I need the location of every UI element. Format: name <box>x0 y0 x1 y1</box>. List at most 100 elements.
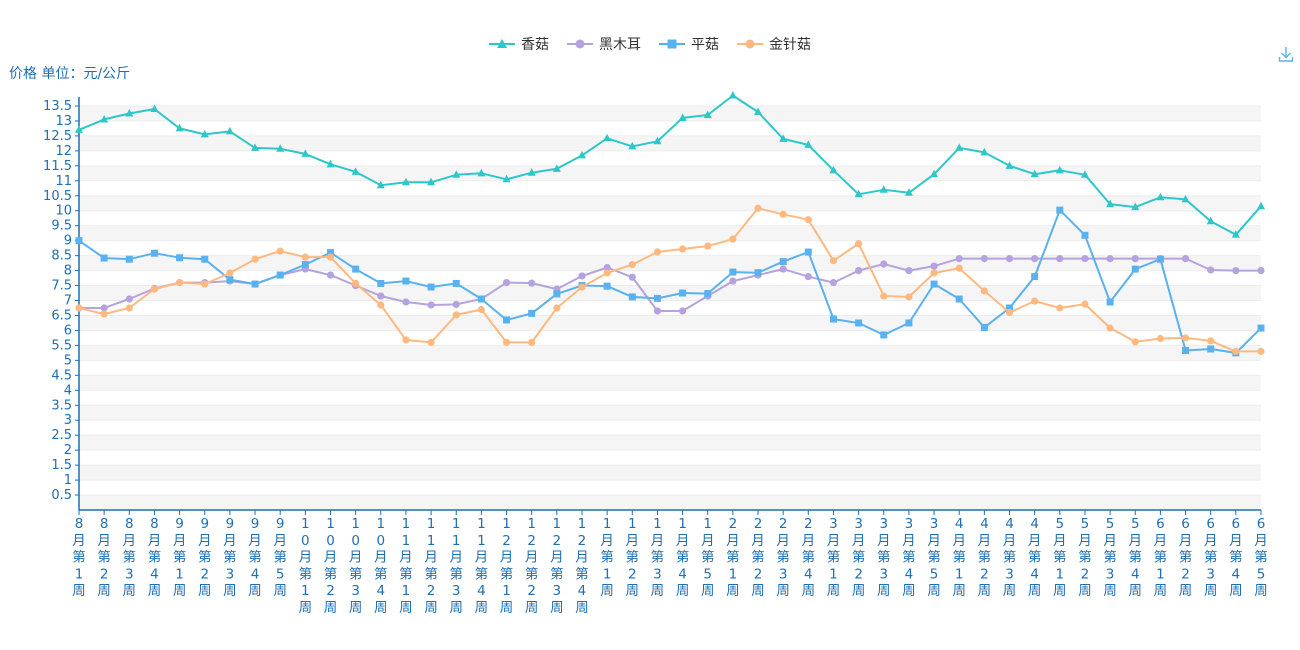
data-point <box>452 311 460 319</box>
legend-item[interactable]: 平菇 <box>659 34 719 54</box>
data-point <box>528 279 536 287</box>
legend-label: 香菇 <box>521 37 549 53</box>
x-tick-label: 2 月第 3 周 <box>776 516 790 599</box>
series-line <box>78 207 1261 353</box>
legend-item[interactable]: 金针菇 <box>737 34 811 54</box>
data-point <box>377 301 385 309</box>
y-tick-label: 4 <box>64 383 72 398</box>
x-tick-label: 6 月第 4 周 <box>1229 516 1243 599</box>
data-point <box>855 319 863 327</box>
data-point <box>100 254 108 262</box>
data-point <box>729 277 737 285</box>
data-point <box>905 293 913 301</box>
x-tick-label: 1 2 月第 1 周 <box>500 516 514 616</box>
data-point <box>955 143 964 151</box>
data-point <box>1182 346 1190 354</box>
data-point <box>125 255 133 263</box>
data-point <box>779 210 787 218</box>
data-point <box>1181 194 1190 203</box>
data-point <box>225 126 234 135</box>
data-point <box>1131 255 1139 263</box>
y-axis-label: 价格 单位：元/公斤 <box>9 66 131 82</box>
data-point <box>175 278 184 287</box>
data-point <box>326 159 335 168</box>
data-point <box>1005 255 1014 263</box>
x-tick-label: 5 月第 4 周 <box>1129 516 1143 599</box>
data-point <box>1106 255 1114 263</box>
x-tick-label: 6 月第 1 周 <box>1154 516 1168 599</box>
y-tick-label: 6 <box>64 323 72 338</box>
legend-item[interactable]: 香菇 <box>489 34 549 54</box>
data-point <box>980 323 988 331</box>
grid-band <box>79 225 1261 241</box>
grid-band <box>79 405 1261 421</box>
x-tick-label: 3 月第 2 周 <box>852 516 866 599</box>
y-tick-label: 1.5 <box>51 458 72 473</box>
y-tick-label: 12.5 <box>43 129 72 144</box>
data-point <box>980 147 989 156</box>
x-tick-label: 6 月第 5 周 <box>1254 516 1268 599</box>
data-point <box>628 293 636 301</box>
data-point <box>553 290 561 298</box>
data-point <box>1005 308 1014 317</box>
data-point <box>301 253 309 261</box>
data-point <box>1031 297 1039 305</box>
data-point <box>1181 255 1190 263</box>
y-tick-label: 5.5 <box>51 338 72 353</box>
data-point <box>1081 231 1089 239</box>
data-point <box>1031 255 1039 263</box>
data-point <box>829 278 838 287</box>
data-point <box>628 260 636 269</box>
data-point <box>1131 338 1139 346</box>
data-point <box>1080 170 1089 178</box>
grid-band <box>79 135 1261 151</box>
grid-band <box>79 435 1261 451</box>
data-point <box>377 292 385 300</box>
data-point <box>679 289 687 297</box>
x-tick-label: 1 月第 3 周 <box>651 516 665 599</box>
y-tick-label: 5 <box>64 353 72 368</box>
data-point <box>100 114 109 123</box>
x-tick-label: 3 月第 5 周 <box>927 516 941 599</box>
legend-label: 黑木耳 <box>599 37 641 53</box>
x-tick-label: 1 0 月第 3 周 <box>349 516 363 616</box>
x-tick-label: 1 月第 1 周 <box>600 516 614 599</box>
grid-band <box>79 345 1261 361</box>
data-point <box>1257 266 1265 275</box>
data-point <box>226 276 234 284</box>
data-point <box>75 304 83 312</box>
data-point <box>930 280 938 288</box>
x-tick-label: 1 0 月第 4 周 <box>374 516 388 616</box>
data-point <box>301 261 309 269</box>
x-tick-label: 1 1 月第 3 周 <box>449 516 463 616</box>
download-icon[interactable] <box>1276 44 1296 64</box>
y-tick-label: 11 <box>55 174 72 189</box>
data-point <box>578 272 586 280</box>
x-tick-label: 5 月第 3 周 <box>1103 516 1117 599</box>
y-tick-label: 8.5 <box>51 249 72 264</box>
grid-band <box>79 165 1261 181</box>
data-point <box>980 255 988 263</box>
data-point <box>1257 347 1265 355</box>
x-tick-label: 6 月第 2 周 <box>1179 516 1193 599</box>
legend-label: 金针菇 <box>769 37 811 53</box>
data-point <box>754 204 762 212</box>
grid-band <box>79 195 1261 211</box>
y-tick-label: 0.5 <box>51 488 72 503</box>
legend-item[interactable]: 黑木耳 <box>567 34 641 54</box>
data-point <box>276 271 284 279</box>
data-point <box>1232 266 1240 275</box>
data-point <box>703 110 712 118</box>
data-point <box>1181 334 1190 342</box>
data-point <box>552 164 561 172</box>
data-point <box>1156 192 1165 201</box>
data-point <box>1056 304 1064 312</box>
x-tick-label: 2 月第 4 周 <box>802 516 816 599</box>
data-point <box>628 141 637 150</box>
data-point <box>704 290 712 298</box>
data-point <box>150 249 158 257</box>
data-point <box>779 134 788 142</box>
x-tick-label: 4 月第 4 周 <box>1028 516 1042 599</box>
x-tick-label: 3 月第 3 周 <box>877 516 891 599</box>
